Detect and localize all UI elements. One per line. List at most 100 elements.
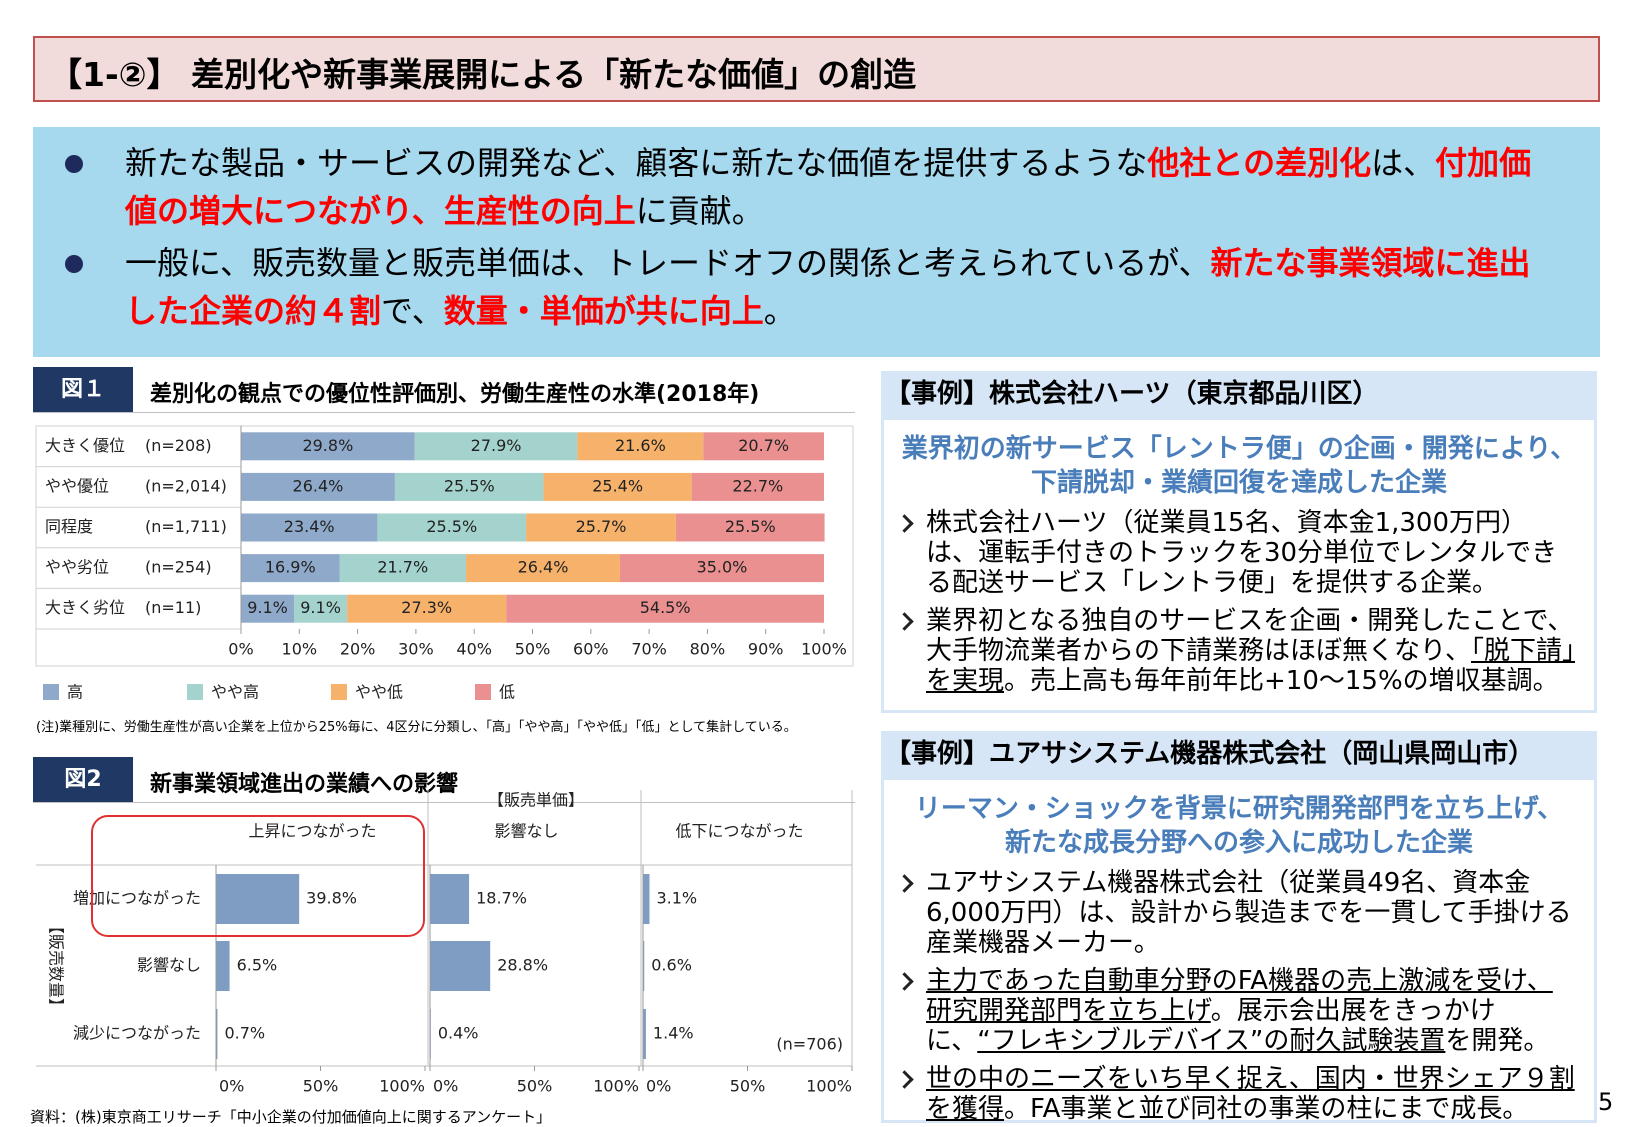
- text-segment: で、: [381, 292, 444, 330]
- column-label: 上昇につながった: [248, 822, 376, 841]
- bar-segment: [377, 513, 527, 542]
- header: 【1-②】 差別化や新事業展開による「新たな価値」の創造: [33, 36, 1600, 102]
- text-segment: 。展示会出展をきっかけに、: [926, 996, 1496, 1056]
- legend-swatch: [43, 684, 59, 700]
- column-title: 【販売単価】: [488, 791, 584, 810]
- value-label: 16.9%: [265, 558, 316, 577]
- value-label: 9.1%: [247, 598, 288, 617]
- value-label: 20.7%: [738, 436, 789, 455]
- legend-label: やや高: [211, 683, 259, 702]
- x-tick-label: 90%: [748, 640, 784, 659]
- bar: [643, 941, 645, 991]
- x-tick-label: 70%: [631, 640, 667, 659]
- x-tick-label: 80%: [690, 640, 726, 659]
- value-label: 54.5%: [640, 598, 691, 617]
- value-label: 6.5%: [237, 956, 278, 975]
- bar-segment: [294, 594, 348, 623]
- summary-bullet: 一般に、販売数量と販売単価は、トレードオフの関係と考えられているが、新たな事業領…: [65, 239, 1545, 335]
- x-tick-label: 50%: [515, 640, 551, 659]
- sample-size-label: (n=254): [145, 558, 212, 577]
- value-label: 0.6%: [651, 956, 692, 975]
- value-label: 22.7%: [732, 476, 783, 495]
- bar-segment: [241, 594, 295, 623]
- bar-segment: [577, 432, 704, 461]
- column-label: 低下につながった: [675, 822, 803, 841]
- headline-line: 新たな成長分野への参入に成功した企業: [1004, 828, 1473, 858]
- x-tick-label: 50%: [303, 1077, 339, 1096]
- sample-size-label: (n=2,014): [145, 476, 227, 495]
- row-label: 増加につながった: [73, 889, 201, 908]
- value-label: 39.8%: [306, 889, 357, 908]
- chart-frame: [35, 425, 854, 667]
- x-tick-label: 60%: [573, 640, 609, 659]
- value-label: 9.1%: [300, 598, 341, 617]
- case-item: 世の中のニーズをいち早く捉え、国内・世界シェア９割を獲得。FA事業と並び同社の事…: [926, 1064, 1576, 1124]
- legend-swatch: [331, 684, 347, 700]
- category-label: 大きく優位: [45, 436, 125, 455]
- text-segment: 付加価値の増大につながり、生産性の向上: [125, 144, 1532, 230]
- case-item: 業界初となる独自のサービスを企画・開発したことで、大手物流業者からの下請業務はほ…: [926, 606, 1576, 696]
- bar-segment: [703, 432, 824, 461]
- row-label: 影響なし: [137, 956, 201, 975]
- value-label: 21.6%: [615, 436, 666, 455]
- bar-segment: [466, 554, 620, 583]
- figure-note: (注)業種別に、労働生産性が高い企業を上位から25%毎に、4区分に分類し、「高」…: [36, 720, 797, 735]
- bar-segment: [543, 472, 692, 501]
- row-title: 【販売数量】: [47, 918, 66, 1014]
- text-segment: 新たな事業領域に進出した企業の約４割: [125, 244, 1531, 330]
- text-segment: 世の中のニーズをいち早く捉え、国内・世界シェア９割を獲得: [926, 1064, 1575, 1124]
- figure-rule: [33, 802, 855, 803]
- text-segment: “フレキシブルデバイス”の耐久試験装置: [977, 1026, 1446, 1056]
- legend-label: やや低: [355, 683, 403, 702]
- category-label: 同程度: [45, 517, 93, 536]
- value-label: 25.4%: [592, 476, 643, 495]
- case-item: 主力であった自動車分野のFA機器の売上激減を受け、研究開発部門を立ち上げ。展示会…: [926, 966, 1576, 1056]
- category-label: やや優位: [45, 476, 109, 495]
- value-label: 25.5%: [444, 476, 495, 495]
- bar-segment: [241, 472, 395, 501]
- sample-size-label: (n=1,711): [145, 517, 227, 536]
- text-segment: は、: [1371, 144, 1436, 182]
- summary: 新たな製品・サービスの開発など、顧客に新たな価値を提供するような他社との差別化は…: [33, 127, 1600, 357]
- text-segment: 数量・単価が共に向上: [443, 292, 764, 330]
- value-label: 3.1%: [656, 889, 697, 908]
- x-tick-label: 20%: [340, 640, 376, 659]
- sample-size-label: (n=208): [145, 436, 212, 455]
- legend-label: 高: [67, 683, 83, 702]
- figure-label: 図１: [33, 367, 133, 412]
- bar-segment: [506, 594, 824, 623]
- category-label: やや劣位: [45, 558, 109, 577]
- summary-bullet: 新たな製品・サービスの開発など、顧客に新たな価値を提供するような他社との差別化は…: [65, 139, 1545, 235]
- bar: [430, 874, 470, 924]
- case-headline: 業界初の新サービス「レントラ便」の企画・開発により、 下請脱却・業績回復を達成した…: [884, 432, 1594, 500]
- x-tick-label: 0%: [219, 1077, 244, 1096]
- legend-swatch: [187, 684, 203, 700]
- x-tick-label: 40%: [456, 640, 492, 659]
- case-box: リーマン・ショックを背景に研究開発部門を立ち上げ、 新たな成長分野への参入に成功し…: [881, 777, 1597, 1124]
- x-tick-label: 10%: [282, 640, 318, 659]
- bar-segment: [241, 554, 340, 583]
- x-tick-label: 100%: [593, 1077, 639, 1096]
- legend-swatch: [475, 684, 491, 700]
- bar: [430, 941, 491, 991]
- figure-1-chart: 大きく優位 (n=208) 29.8% 27.9% 21.6% 20.7% やや優位 (n=2…: [35, 425, 854, 702]
- value-label: 27.9%: [471, 436, 522, 455]
- bar: [216, 874, 300, 924]
- bar-segment: [414, 432, 578, 461]
- bar-segment: [691, 472, 824, 501]
- category-label: 大きく劣位: [45, 598, 125, 617]
- text-segment: 「脱下請」を実現: [926, 636, 1575, 696]
- figure-2-chart: 【販売単価】上昇につながった影響なし 低下につながった【販売数量】増加につながった…: [36, 790, 853, 1096]
- x-tick-label: 30%: [398, 640, 434, 659]
- figure-label: 図2: [33, 757, 133, 802]
- value-label: 29.8%: [302, 436, 353, 455]
- bar-segment: [241, 513, 378, 542]
- value-label: 23.4%: [284, 517, 335, 536]
- bar-segment: [339, 554, 467, 583]
- text-segment: 他社との差別化: [1147, 144, 1372, 182]
- text-segment: 一般に、販売数量と販売単価は、トレードオフの関係と考えられているが、: [125, 244, 1211, 282]
- value-label: 21.7%: [377, 558, 428, 577]
- value-label: 25.5%: [725, 517, 776, 536]
- figure-title: 差別化の観点での優位性評価別、労働生産性の水準(2018年): [150, 382, 760, 407]
